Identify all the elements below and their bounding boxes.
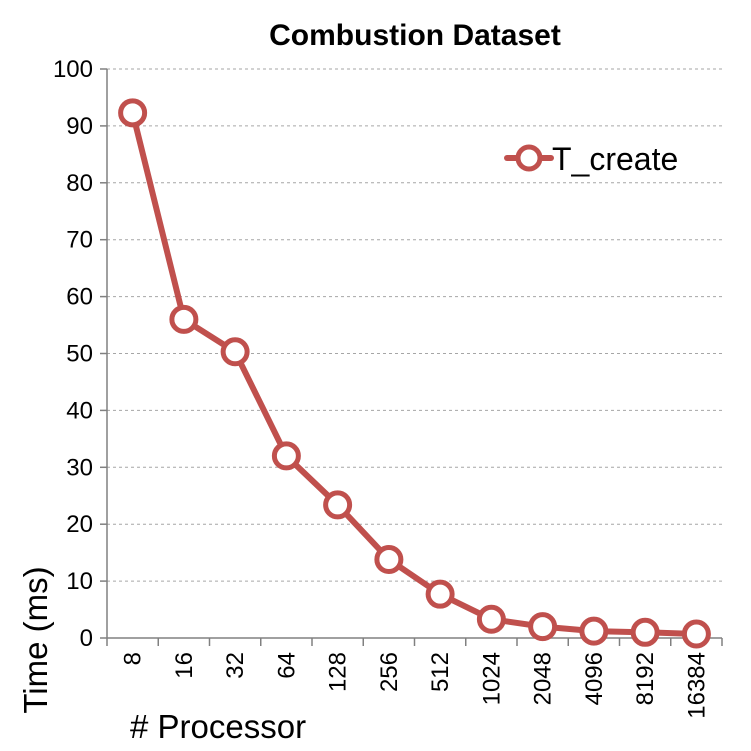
grid	[107, 68, 722, 582]
x-tick-label: 32	[222, 652, 249, 679]
data-point-marker	[271, 441, 301, 471]
y-tick-labels: 0 10 20 30 40 50 60 70 80 90 100	[53, 56, 93, 652]
data-point-marker	[169, 304, 199, 334]
data-point-marker	[374, 544, 404, 574]
data-point-marker	[323, 490, 353, 520]
y-tick-label: 40	[66, 397, 93, 424]
y-axis-title: Time (ms)	[17, 566, 54, 713]
x-tick-label: 128	[325, 652, 352, 692]
y-tick-label: 90	[66, 113, 93, 140]
x-tick-label: 16384	[683, 652, 710, 719]
x-tick-label: 256	[376, 652, 403, 692]
y-tick-label: 80	[66, 170, 93, 197]
legend: T_create	[504, 141, 678, 177]
data-point-marker	[579, 616, 609, 646]
y-tick-label: 30	[66, 454, 93, 481]
y-tick-label: 10	[66, 568, 93, 595]
x-tick-label: 16	[171, 652, 198, 679]
x-tick-label: 2048	[530, 652, 557, 705]
x-tick-label: 4096	[581, 652, 608, 705]
y-tick-label: 70	[66, 227, 93, 254]
series-line	[129, 109, 700, 638]
x-tick-label: 512	[427, 652, 454, 692]
data-point-marker	[476, 604, 506, 634]
data-point-marker	[630, 617, 660, 647]
data-point-marker	[220, 337, 250, 367]
x-tick-label: 8	[120, 652, 147, 665]
data-point-marker	[528, 612, 558, 642]
x-tick-labels: 8 16 32 64 128 256 512 1024 2048 4096 8192 16384	[120, 652, 711, 719]
y-tick-label: 50	[66, 341, 93, 368]
data-point-marker	[425, 579, 455, 609]
data-point-marker	[681, 619, 711, 649]
data-point-marker	[118, 98, 148, 128]
y-tick-label: 60	[66, 284, 93, 311]
y-tick-label: 100	[53, 56, 93, 83]
x-tick-label: 1024	[478, 652, 505, 705]
chart-title: Combustion Dataset	[269, 19, 561, 52]
x-tick-label: 8192	[632, 652, 659, 705]
legend-label: T_create	[552, 141, 678, 177]
legend-swatch-marker	[515, 144, 543, 172]
x-axis-title: # Processor	[130, 708, 306, 745]
x-tick-label: 64	[273, 652, 300, 679]
axes	[100, 68, 723, 646]
y-tick-label: 0	[80, 625, 93, 652]
y-tick-label: 20	[66, 511, 93, 538]
series-layer	[118, 98, 711, 649]
